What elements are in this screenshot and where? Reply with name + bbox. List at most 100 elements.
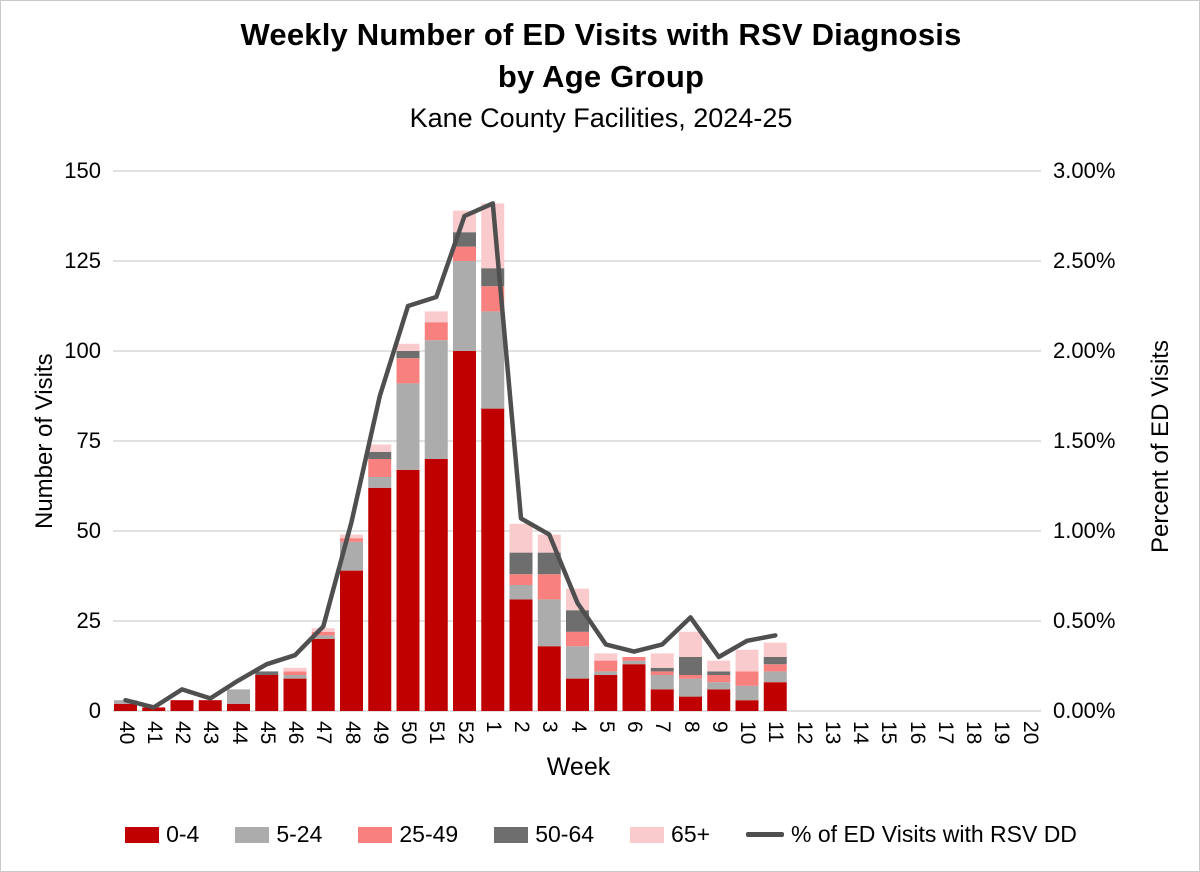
bar-segment-week10-age25-49 (735, 671, 759, 686)
legend-label: 50-64 (535, 821, 595, 847)
y-right-tick-0.50%: 0.50% (1053, 608, 1116, 633)
bar-segment-week2-age50-64 (509, 552, 533, 575)
bar-segment-week48-age65+ (340, 534, 363, 539)
bar-segment-week5-age5-24 (594, 671, 618, 675)
bar-segment-week4-age25-49 (566, 631, 589, 647)
legend-label: % of ED Visits with RSV DD (791, 821, 1077, 847)
x-tick-week-6: 6 (623, 721, 646, 733)
bar-segment-week9-age0-4 (707, 689, 731, 711)
legend-label: 25-49 (399, 821, 459, 847)
bar-segment-week2-age25-49 (509, 574, 533, 585)
bar-segment-week6-age5-24 (622, 660, 646, 665)
y-right-tick-0.00%: 0.00% (1053, 698, 1116, 723)
bar-segment-week47-age25-49 (311, 631, 335, 636)
x-tick-week-44: 44 (227, 721, 251, 745)
x-tick-week-41: 41 (142, 721, 166, 745)
pct-ed-visits-line (123, 201, 778, 710)
bar-segment-week9-age65+ (707, 660, 731, 672)
bar-segment-week7-age25-49 (650, 671, 674, 675)
y-left-tick-50: 50 (76, 518, 101, 543)
y-right-tick-1.00%: 1.00% (1053, 518, 1116, 543)
x-tick-week-7: 7 (651, 721, 675, 733)
y-left-axis-title: Number of Visits (31, 353, 58, 529)
x-tick-week-8: 8 (679, 721, 703, 733)
bar-segment-week45-age0-4 (255, 675, 279, 711)
bar-segment-week4-age0-4 (566, 678, 589, 711)
x-tick-week-18: 18 (962, 721, 985, 745)
bar-segment-week46-age5-24 (283, 675, 307, 679)
bar-segment-week5-age25-49 (594, 660, 618, 672)
bar-segment-week9-age5-24 (707, 682, 731, 690)
bar-segment-week10-age5-24 (735, 685, 759, 701)
bar-segment-week45-age50-64 (255, 671, 279, 675)
bar-segment-week50-age25-49 (396, 358, 420, 384)
bar-segment-week47-age5-24 (311, 635, 335, 639)
y-left-tick-0: 0 (88, 698, 101, 723)
bar-segment-week49-age25-49 (368, 459, 392, 477)
bar-segment-week11-age0-4 (763, 682, 787, 711)
legend-swatch-age-5-24-icon (235, 826, 270, 843)
bar-segment-week8-age50-64 (679, 657, 702, 675)
bar-segment-week7-age5-24 (650, 675, 674, 690)
bar-segment-week3-age50-64 (537, 552, 561, 575)
bar-segment-week48-age0-4 (340, 570, 363, 711)
bar-segment-week5-age0-4 (594, 675, 618, 711)
legend-item-age-0-4: 0-4 (125, 821, 199, 848)
bar-segment-week49-age65+ (368, 444, 392, 452)
legend-item-rsv-dd-line: % of ED Visits with RSV DD (746, 821, 1077, 848)
bar-segment-week50-age65+ (396, 343, 420, 351)
x-tick-week-3: 3 (538, 721, 562, 733)
bar-segment-week7-age65+ (650, 653, 674, 668)
bar-segment-week9-age50-64 (707, 671, 731, 675)
bar-segment-week52-age0-4 (453, 351, 476, 711)
bar-segment-week3-age0-4 (537, 646, 561, 711)
bar-segment-week9-age25-49 (707, 675, 731, 683)
x-tick-week-49: 49 (368, 721, 392, 745)
bar-segment-week51-age25-49 (424, 322, 448, 341)
bar-segment-week2-age5-24 (509, 585, 533, 600)
y-right-tick-1.50%: 1.50% (1053, 428, 1116, 453)
bar-segment-week40-age0-4 (114, 703, 137, 711)
x-tick-week-10: 10 (736, 721, 759, 745)
x-tick-week-43: 43 (199, 721, 223, 745)
legend-label: 65+ (671, 821, 711, 847)
x-tick-week-46: 46 (284, 721, 307, 745)
y-right-tick-2.50%: 2.50% (1053, 248, 1116, 273)
bar-segment-week51-age65+ (424, 311, 448, 323)
x-tick-week-11: 11 (764, 721, 788, 743)
legend-swatch-age-65-plus-icon (630, 826, 665, 843)
x-tick-week-1: 1 (481, 721, 505, 733)
bar-segment-week7-age50-64 (650, 667, 674, 672)
x-tick-week-5: 5 (594, 721, 618, 733)
bar-segment-week10-age0-4 (735, 700, 759, 711)
x-tick-week-48: 48 (340, 721, 364, 745)
bar-segment-week46-age0-4 (283, 678, 307, 711)
bar-segment-week49-age0-4 (368, 487, 392, 711)
bar-segment-week11-age65+ (763, 642, 787, 657)
bar-segment-week3-age25-49 (537, 574, 561, 600)
bar-segment-week10-age65+ (735, 649, 759, 672)
chart-subtitle: Kane County Facilities, 2024-25 (409, 103, 793, 133)
legend-line-swatch-icon (746, 832, 785, 837)
y-left-tick-125: 125 (64, 248, 101, 273)
bar-segment-week2-age0-4 (509, 599, 533, 711)
x-tick-week-51: 51 (425, 721, 449, 745)
legend-item-age-50-64: 50-64 (494, 821, 594, 848)
legend-swatch-age-0-4-icon (125, 826, 160, 843)
x-tick-week-16: 16 (905, 721, 929, 745)
bar-segment-week8-age0-4 (679, 696, 702, 711)
bar-segment-week1-age25-49 (481, 286, 505, 312)
x-tick-week-19: 19 (990, 721, 1014, 745)
bar-segment-week51-age0-4 (424, 459, 448, 711)
bar-segment-week46-age25-49 (283, 671, 307, 675)
legend-item-age-25-49: 25-49 (358, 821, 458, 848)
y-right-tick-2.00%: 2.00% (1053, 338, 1116, 363)
legend-item-age-65-plus: 65+ (630, 821, 710, 848)
y-right-axis-title: Percent of ED Visits (1147, 340, 1174, 553)
bar-segment-week48-age25-49 (340, 538, 363, 542)
x-tick-week-40: 40 (114, 721, 138, 745)
legend: 0-4 5-24 25-49 50-64 65+ % of ED Visits … (1, 821, 1199, 848)
bar-segment-week49-age5-24 (368, 477, 392, 488)
bar-segment-week2-age65+ (509, 523, 533, 553)
